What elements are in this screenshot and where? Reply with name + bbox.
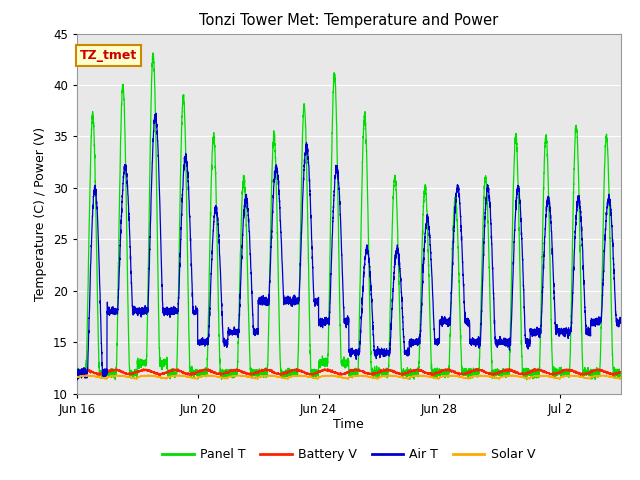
Battery V — [73, 369, 81, 374]
Solar V — [617, 374, 625, 380]
Air T — [255, 297, 263, 303]
Solar V — [95, 374, 103, 380]
Panel T — [523, 377, 531, 383]
X-axis label: Time: Time — [333, 419, 364, 432]
Legend: Panel T, Battery V, Air T, Solar V: Panel T, Battery V, Air T, Solar V — [157, 443, 540, 466]
Air T — [397, 276, 404, 282]
Y-axis label: Temperature (C) / Power (V): Temperature (C) / Power (V) — [35, 127, 47, 300]
Battery V — [397, 371, 404, 376]
Solar V — [611, 375, 619, 381]
Panel T — [611, 372, 619, 378]
Air T — [611, 289, 619, 295]
Battery V — [95, 370, 102, 376]
Battery V — [173, 368, 181, 373]
Air T — [173, 309, 181, 314]
Panel T — [170, 371, 178, 377]
Panel T — [397, 345, 404, 350]
Solar V — [171, 373, 179, 379]
Solar V — [255, 374, 263, 380]
Text: TZ_tmet: TZ_tmet — [79, 49, 137, 62]
Solar V — [397, 374, 404, 380]
Panel T — [173, 342, 181, 348]
Panel T — [617, 370, 625, 375]
Line: Panel T: Panel T — [77, 53, 621, 380]
Battery V — [617, 370, 625, 375]
Panel T — [73, 373, 81, 379]
Air T — [617, 319, 625, 325]
Line: Battery V: Battery V — [77, 369, 621, 375]
Panel T — [95, 355, 102, 361]
Solar V — [173, 372, 181, 378]
Battery V — [170, 366, 178, 372]
Panel T — [149, 50, 157, 56]
Air T — [152, 110, 160, 116]
Battery V — [611, 371, 619, 376]
Air T — [95, 256, 103, 262]
Panel T — [255, 366, 263, 372]
Battery V — [506, 366, 513, 372]
Air T — [73, 376, 81, 382]
Solar V — [73, 374, 81, 380]
Air T — [171, 308, 179, 314]
Line: Air T: Air T — [77, 113, 621, 380]
Solar V — [84, 372, 92, 378]
Battery V — [255, 368, 263, 374]
Air T — [74, 377, 81, 383]
Title: Tonzi Tower Met: Temperature and Power: Tonzi Tower Met: Temperature and Power — [199, 13, 499, 28]
Line: Solar V: Solar V — [77, 375, 621, 379]
Solar V — [103, 376, 111, 382]
Battery V — [398, 372, 406, 378]
